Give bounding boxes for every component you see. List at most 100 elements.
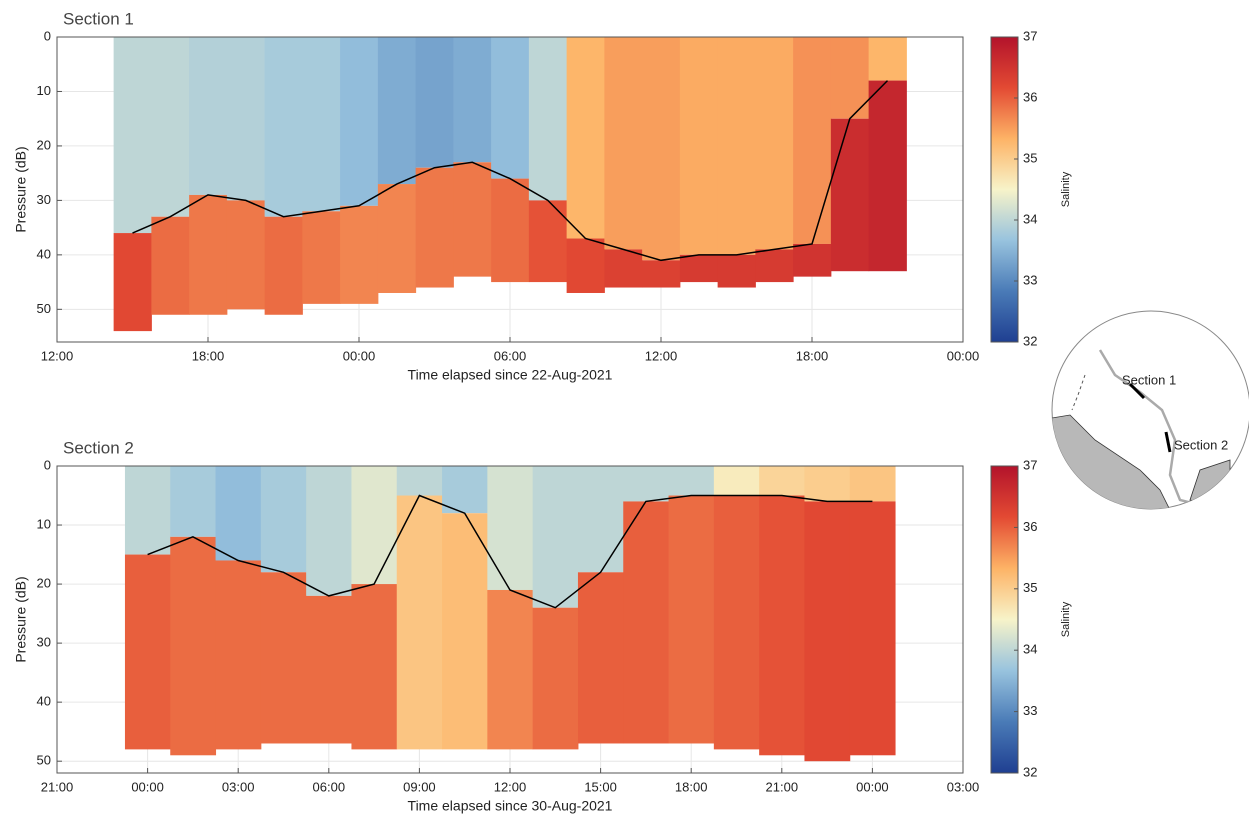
x-tick-label: 06:00 [313,779,346,794]
colorbar-tick-label: 32 [1023,333,1037,348]
x-tick-label: 00:00 [856,779,889,794]
y-tick-label: 30 [37,635,51,650]
upper-layer [532,466,579,608]
upper-layer [804,466,851,502]
lower-layer [351,584,398,750]
upper-layer [302,37,341,212]
lower-layer [623,501,670,744]
upper-layer [528,37,568,201]
upper-layer [396,466,443,496]
colorbar-tick-label: 33 [1023,703,1037,718]
inset-label: Section 2 [1174,437,1228,452]
lower-layer [566,238,605,293]
x-tick-label: 18:00 [796,348,829,363]
upper-layer [713,466,760,496]
section-1-mark [1128,382,1146,400]
lower-layer [453,162,492,277]
x-tick-label: 00:00 [947,348,980,363]
upper-layer [679,37,719,255]
colorbar-tick-label: 32 [1023,764,1037,779]
y-tick-label: 40 [37,694,51,709]
colorbar-label: Salinity [1060,171,1072,207]
colorbar [990,465,1019,774]
x-tick-label: 21:00 [766,779,799,794]
lower-layer [679,254,719,283]
y-tick-label: 10 [37,83,51,98]
lower-layer [189,194,228,315]
upper-layer [170,466,217,537]
upper-layer [260,466,307,573]
upper-layer [759,466,805,496]
lower-layer [215,560,262,750]
lower-layer [442,513,488,750]
lower-layer [151,216,190,315]
x-axis-label: Time elapsed since 30-Aug-2021 [408,798,613,814]
x-tick-label: 12:00 [41,348,74,363]
upper-layer [415,37,454,168]
upper-layer [868,37,907,81]
upper-layer [491,37,530,179]
map-inset: Section 1 Section 2 [1051,310,1249,510]
colorbar-tick-label: 34 [1023,211,1037,226]
x-axis-label: Time elapsed since 22-Aug-2021 [408,367,613,383]
lower-layer [306,595,352,744]
upper-layer [124,466,171,555]
x-tick-label: 21:00 [41,779,74,794]
x-tick-label: 03:00 [222,779,255,794]
upper-layer [189,37,228,195]
lower-layer [717,254,756,288]
upper-layer [340,37,379,206]
boundary-line [147,494,873,609]
colorbar-tick-label: 37 [1023,28,1037,43]
upper-layer [264,37,303,217]
y-tick-label: 40 [37,246,51,261]
upper-layer [113,37,152,234]
lower-layer [804,501,851,762]
lower-layer [604,249,643,288]
y-tick-label: 10 [37,516,51,531]
upper-layer [604,37,643,250]
y-axis-label: Pressure (dB) [13,576,29,662]
x-tick-label: 00:00 [343,348,376,363]
x-tick-label: 18:00 [675,779,708,794]
upper-layer [830,37,870,119]
lower-layer [113,233,152,332]
ship-track [1098,349,1201,507]
x-tick-label: 00:00 [131,779,164,794]
lower-layer [868,80,907,272]
lower-layer [849,501,896,756]
lower-layer [577,572,624,744]
y-tick-label: 0 [44,28,51,43]
inset-label: Section 1 [1122,372,1176,387]
lower-layer [532,607,579,750]
lower-layer [170,536,217,756]
y-tick-label: 50 [37,301,51,316]
x-tick-label: 06:00 [494,348,527,363]
colorbar-tick-label: 35 [1023,150,1037,165]
boundary-line [132,80,889,262]
lower-layer [226,200,266,310]
panel: 0 10 20 30 40 50 12:00 18:00 00:00 06:00 12:00 18:0… [13,9,1072,382]
upper-layer [351,466,398,585]
upper-layer [755,37,794,250]
y-tick-label: 30 [37,192,51,207]
upper-layer [151,37,190,217]
upper-layer [377,37,417,185]
lower-layer [491,178,530,283]
panel: 0 10 20 30 40 50 21:00 00:00 03:00 06:00 09:00 12:0… [13,438,1072,813]
upper-layer [849,466,896,502]
lower-layer [642,260,681,288]
x-tick-label: 03:00 [947,779,980,794]
lower-layer [755,249,794,283]
lower-layer [124,554,171,750]
upper-layer [566,37,605,239]
lower-layer [415,167,454,288]
lower-layer [793,243,832,277]
lower-layer [830,118,870,272]
lower-layer [528,200,568,283]
colorbar [990,36,1019,343]
section-2-mark [1164,431,1172,453]
upper-layer [623,466,670,502]
x-tick-label: 15:00 [584,779,617,794]
